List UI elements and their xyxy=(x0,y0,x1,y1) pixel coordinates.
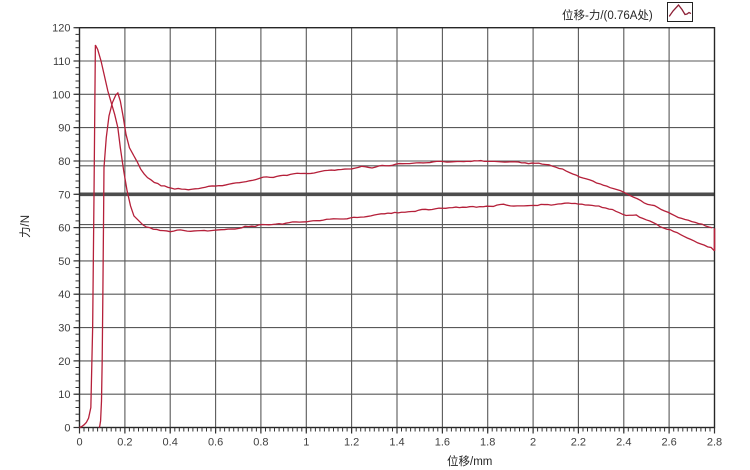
svg-text:1.8: 1.8 xyxy=(480,437,495,449)
svg-text:20: 20 xyxy=(58,356,70,368)
svg-text:100: 100 xyxy=(52,89,70,101)
svg-text:2.8: 2.8 xyxy=(707,437,722,449)
svg-text:2.2: 2.2 xyxy=(571,437,586,449)
svg-text:110: 110 xyxy=(53,56,71,68)
svg-text:10: 10 xyxy=(58,389,70,401)
svg-text:40: 40 xyxy=(58,289,70,301)
svg-text:120: 120 xyxy=(52,23,70,35)
svg-text:2.4: 2.4 xyxy=(616,437,631,449)
svg-text:1.4: 1.4 xyxy=(389,437,404,449)
svg-text:50: 50 xyxy=(58,256,70,268)
svg-text:60: 60 xyxy=(58,223,70,235)
svg-text:70: 70 xyxy=(58,189,70,201)
svg-text:0.2: 0.2 xyxy=(117,437,132,449)
svg-text:0.4: 0.4 xyxy=(163,437,178,449)
svg-text:1: 1 xyxy=(303,437,309,449)
svg-text:2.6: 2.6 xyxy=(661,437,676,449)
svg-text:90: 90 xyxy=(58,123,70,135)
svg-text:2: 2 xyxy=(530,437,536,449)
svg-text:30: 30 xyxy=(58,323,70,335)
svg-text:0.8: 0.8 xyxy=(253,437,268,449)
svg-text:80: 80 xyxy=(58,156,70,168)
svg-text:0: 0 xyxy=(76,437,82,449)
svg-text:1.2: 1.2 xyxy=(344,437,359,449)
svg-text:1.6: 1.6 xyxy=(435,437,450,449)
svg-text:0: 0 xyxy=(64,423,70,435)
svg-text:0.6: 0.6 xyxy=(208,437,223,449)
